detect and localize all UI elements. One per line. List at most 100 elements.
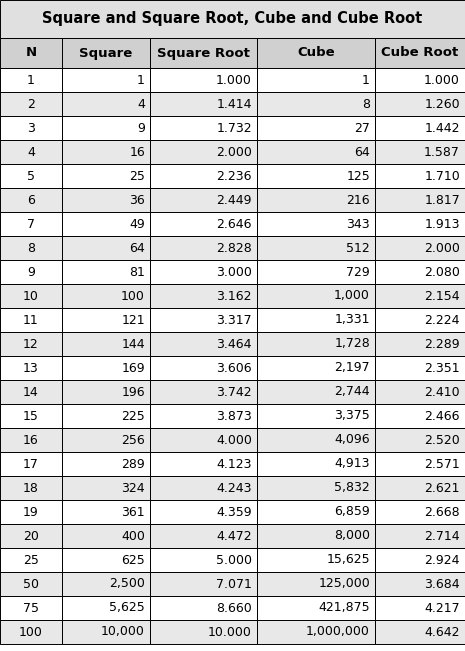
Text: 2,744: 2,744 <box>334 385 370 398</box>
Bar <box>0 380 62 404</box>
Text: 6: 6 <box>27 193 35 206</box>
Bar <box>257 452 375 476</box>
Bar <box>62 524 150 548</box>
Text: 1,000: 1,000 <box>334 290 370 303</box>
Bar <box>62 188 150 212</box>
Text: 20: 20 <box>23 529 39 542</box>
Text: 1: 1 <box>27 74 35 87</box>
Text: 7: 7 <box>27 217 35 230</box>
Bar <box>257 380 375 404</box>
Bar <box>62 356 150 380</box>
Text: 256: 256 <box>121 434 145 447</box>
Text: N: N <box>26 46 37 59</box>
Bar <box>150 332 257 356</box>
Text: 16: 16 <box>23 434 39 447</box>
Bar <box>0 260 62 284</box>
Text: 1.732: 1.732 <box>216 122 252 135</box>
Bar <box>150 500 257 524</box>
Bar <box>0 68 62 92</box>
Bar <box>150 524 257 548</box>
Text: 361: 361 <box>121 505 145 518</box>
Bar <box>257 92 375 116</box>
Bar <box>0 308 62 332</box>
Bar <box>62 260 150 284</box>
Text: 1,000,000: 1,000,000 <box>306 626 370 639</box>
Text: 4,096: 4,096 <box>334 434 370 447</box>
Text: 144: 144 <box>121 337 145 350</box>
Text: 1: 1 <box>362 74 370 87</box>
Text: 25: 25 <box>23 553 39 566</box>
Bar <box>62 380 150 404</box>
Bar <box>150 596 257 620</box>
Bar <box>150 68 257 92</box>
Bar <box>150 380 257 404</box>
Bar <box>0 452 62 476</box>
Text: 11: 11 <box>23 314 39 327</box>
Text: 6,859: 6,859 <box>334 505 370 518</box>
Text: 8,000: 8,000 <box>334 529 370 542</box>
Text: 27: 27 <box>354 122 370 135</box>
Text: 5,625: 5,625 <box>109 602 145 615</box>
Bar <box>150 236 257 260</box>
Text: 1.913: 1.913 <box>425 217 460 230</box>
Text: 2.714: 2.714 <box>425 529 460 542</box>
Text: 2.080: 2.080 <box>424 266 460 279</box>
Text: 50: 50 <box>23 577 39 590</box>
Bar <box>62 68 150 92</box>
Text: 169: 169 <box>121 361 145 374</box>
Text: 400: 400 <box>121 529 145 542</box>
Text: 625: 625 <box>121 553 145 566</box>
Bar <box>0 572 62 596</box>
Text: 2.646: 2.646 <box>217 217 252 230</box>
Bar <box>257 428 375 452</box>
Text: 4.123: 4.123 <box>217 458 252 471</box>
Text: Square: Square <box>80 46 133 59</box>
Bar <box>0 404 62 428</box>
Bar <box>62 140 150 164</box>
Text: 15: 15 <box>23 409 39 422</box>
Text: 3.000: 3.000 <box>216 266 252 279</box>
Bar <box>0 548 62 572</box>
Text: 2,197: 2,197 <box>334 361 370 374</box>
Text: 2.571: 2.571 <box>424 458 460 471</box>
Bar <box>375 596 465 620</box>
Text: 10: 10 <box>23 290 39 303</box>
Text: Square and Square Root, Cube and Cube Root: Square and Square Root, Cube and Cube Ro… <box>42 12 423 27</box>
Text: 3,375: 3,375 <box>334 409 370 422</box>
Bar <box>150 620 257 644</box>
Text: 14: 14 <box>23 385 39 398</box>
Bar <box>375 164 465 188</box>
Text: 16: 16 <box>129 146 145 158</box>
Bar <box>0 92 62 116</box>
Text: 5: 5 <box>27 169 35 182</box>
Text: 3.464: 3.464 <box>217 337 252 350</box>
Bar <box>375 188 465 212</box>
Text: 4,913: 4,913 <box>334 458 370 471</box>
Text: 2.828: 2.828 <box>216 242 252 255</box>
Bar <box>375 548 465 572</box>
Text: 3.317: 3.317 <box>216 314 252 327</box>
Bar <box>150 308 257 332</box>
Bar <box>375 68 465 92</box>
Text: 1.414: 1.414 <box>217 98 252 111</box>
Bar <box>257 332 375 356</box>
Bar <box>257 596 375 620</box>
Text: 9: 9 <box>137 122 145 135</box>
Bar <box>0 620 62 644</box>
Text: 421,875: 421,875 <box>319 602 370 615</box>
Bar <box>62 38 150 68</box>
Bar <box>62 164 150 188</box>
Bar <box>257 68 375 92</box>
Bar <box>257 212 375 236</box>
Text: 2.000: 2.000 <box>216 146 252 158</box>
Bar <box>62 92 150 116</box>
Text: 1: 1 <box>137 74 145 87</box>
Text: 75: 75 <box>23 602 39 615</box>
Bar <box>62 308 150 332</box>
Bar <box>150 188 257 212</box>
Text: 13: 13 <box>23 361 39 374</box>
Bar <box>257 140 375 164</box>
Bar <box>375 572 465 596</box>
Bar <box>257 236 375 260</box>
Text: 9: 9 <box>27 266 35 279</box>
